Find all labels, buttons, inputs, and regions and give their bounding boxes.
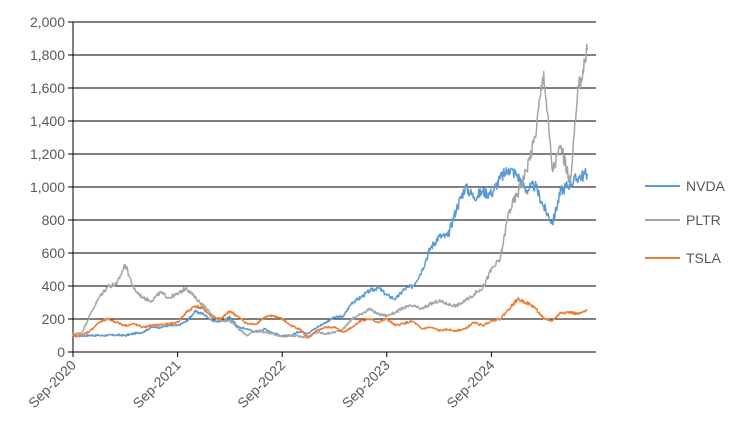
y-tick-label: 1,600 — [30, 80, 65, 96]
series-line-pltr — [72, 43, 589, 339]
series-line-tsla — [72, 296, 588, 339]
y-tick-label: 2,000 — [30, 14, 65, 30]
legend-label-tsla: TSLA — [686, 250, 722, 266]
y-tick-label: 0 — [57, 344, 65, 360]
y-tick-label: 1,800 — [30, 47, 65, 63]
legend-label-pltr: PLTR — [686, 212, 721, 228]
x-tick-label: Sep-2024 — [443, 357, 497, 411]
x-tick-label: Sep-2020 — [25, 357, 79, 411]
grid-lines — [73, 21, 596, 320]
y-tick-label: 1,400 — [30, 113, 65, 129]
y-tick-label: 400 — [42, 278, 66, 294]
y-tick-label: 1,000 — [30, 179, 65, 195]
series-line-nvda — [72, 166, 589, 338]
series-lines — [72, 43, 589, 339]
y-tick-label: 200 — [42, 311, 66, 327]
y-tick-label: 600 — [42, 245, 66, 261]
x-tick-label: Sep-2022 — [234, 357, 288, 411]
x-tick-label: Sep-2023 — [339, 357, 393, 411]
y-tick-label: 800 — [42, 212, 66, 228]
legend-label-nvda: NVDA — [686, 178, 726, 194]
y-tick-label: 1,200 — [30, 146, 65, 162]
x-tick-label: Sep-2021 — [129, 357, 183, 411]
legend: NVDA PLTR TSLA — [645, 178, 726, 266]
